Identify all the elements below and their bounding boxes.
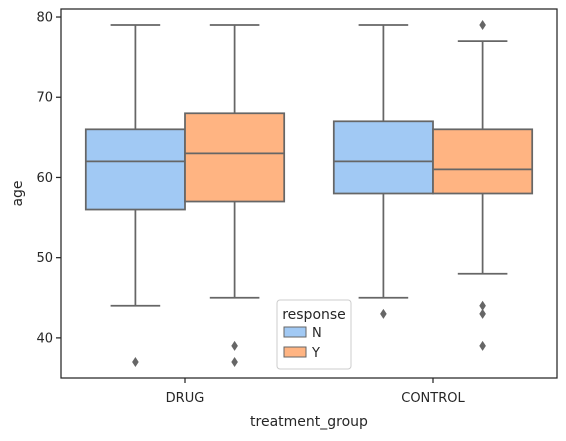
x-axis-label: treatment_group xyxy=(250,414,368,430)
outlier-point xyxy=(231,356,238,367)
y-axis-label: age xyxy=(10,180,26,206)
legend: response NY xyxy=(276,299,352,370)
outlier-point xyxy=(479,340,486,351)
outlier-point xyxy=(479,300,486,311)
box-drug-n xyxy=(84,24,186,367)
y-tick-label-80: 80 xyxy=(36,11,53,26)
legend-label-y: Y xyxy=(311,346,320,361)
plot-frame xyxy=(60,8,558,379)
x-axis: DRUG CONTROL xyxy=(166,378,465,406)
x-tick-label-drug: DRUG xyxy=(166,391,205,406)
outlier-point xyxy=(479,20,486,31)
iqr-box xyxy=(332,120,434,195)
iqr-box xyxy=(184,112,286,203)
x-tick-label-control: CONTROL xyxy=(401,391,465,406)
outlier-point xyxy=(132,356,139,367)
outlier-point xyxy=(231,340,238,351)
y-tick-label-60: 60 xyxy=(36,171,53,186)
iqr-box xyxy=(84,128,186,211)
y-tick-label-40: 40 xyxy=(36,331,53,346)
legend-label-n: N xyxy=(312,326,322,341)
iqr-box xyxy=(432,128,534,195)
box-control-n xyxy=(332,24,434,319)
outlier-point xyxy=(380,308,387,319)
box-control-y xyxy=(432,20,534,351)
y-tick-label-50: 50 xyxy=(36,251,53,266)
legend-items: NY xyxy=(283,326,322,361)
outlier-point xyxy=(479,308,486,319)
legend-swatch-n xyxy=(283,326,307,338)
legend-title: response xyxy=(282,307,346,323)
y-tick-label-70: 70 xyxy=(36,91,53,106)
boxes-layer xyxy=(84,20,534,367)
box-drug-y xyxy=(184,24,286,367)
y-axis: 40 50 60 70 80 xyxy=(36,11,61,346)
legend-swatch-y xyxy=(283,346,307,358)
